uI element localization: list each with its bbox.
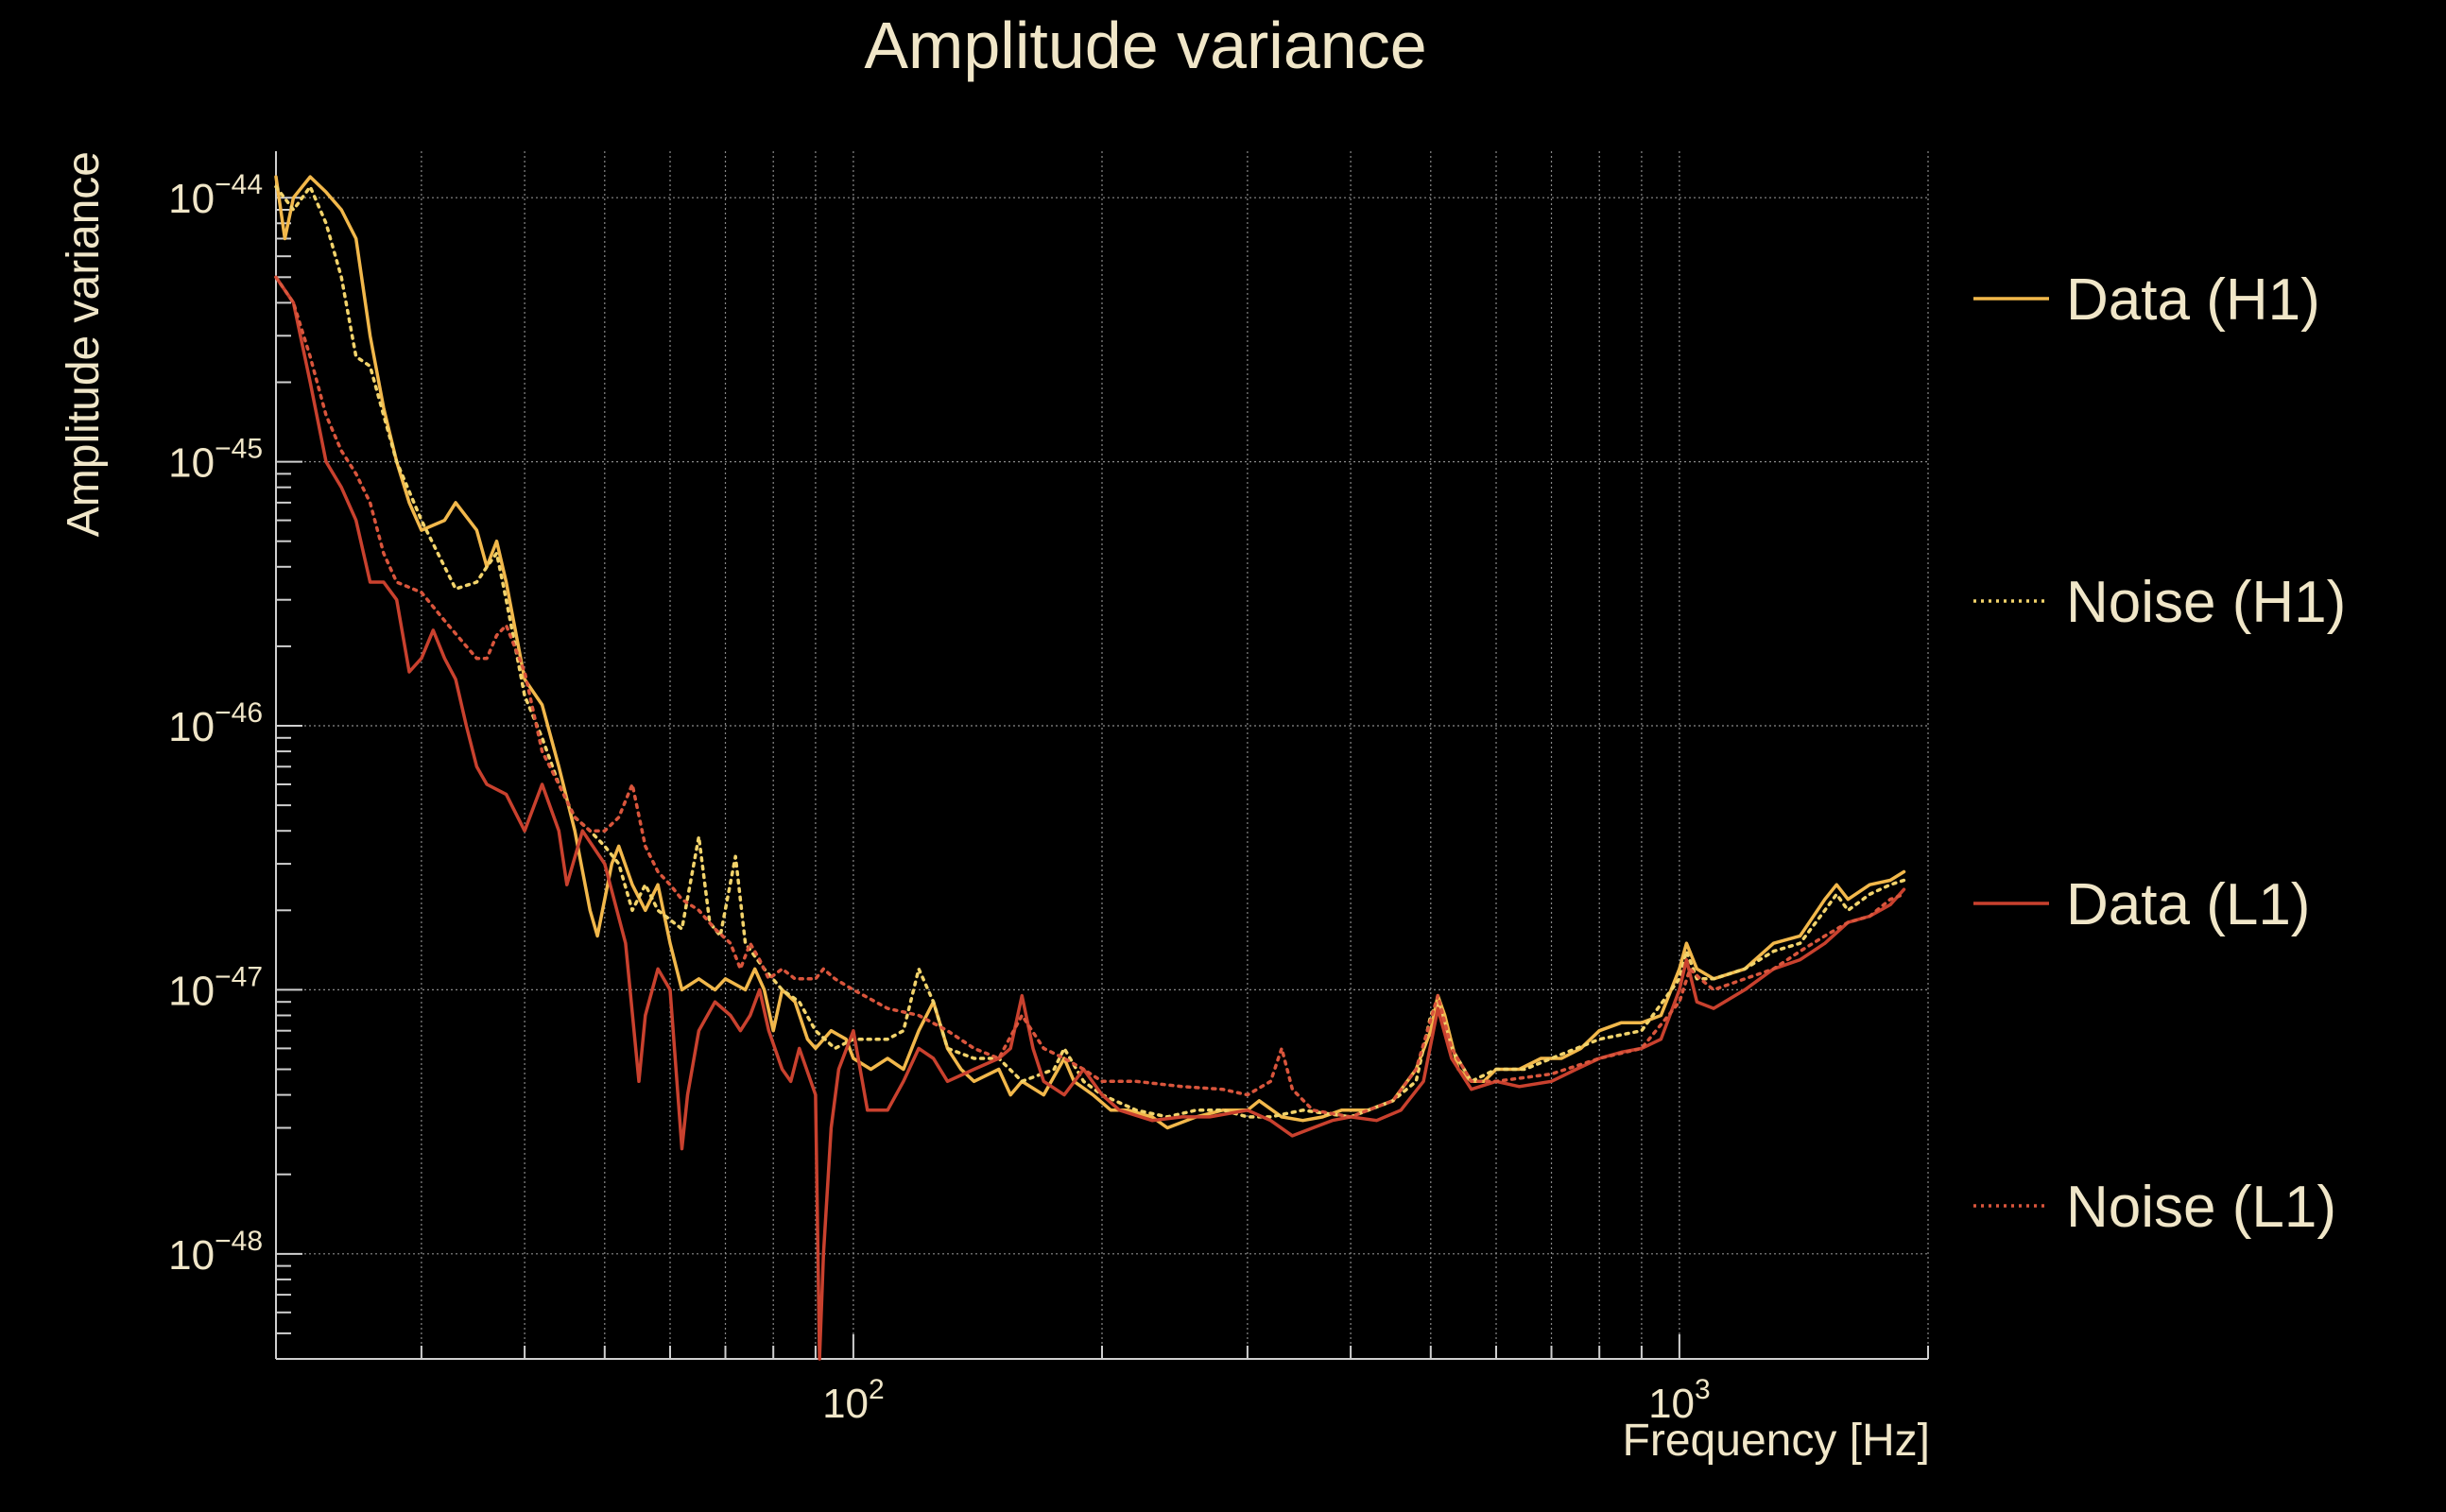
y-tick-label: 10−47: [168, 961, 263, 1014]
series-line-2: [274, 184, 1906, 1119]
y-tick-label: 10−44: [168, 169, 263, 222]
series-layer: [274, 175, 1906, 1361]
legend-label: Data (H1): [2066, 267, 2320, 333]
y-axis-label: Amplitude variance: [59, 151, 109, 537]
legend-label: Data (L1): [2066, 872, 2310, 937]
legend: Data (H1) Noise (H1) Data (L1) Noise (L1): [1973, 267, 2346, 1240]
series-line-4: [274, 275, 1906, 1119]
chart-title: Amplitude variance: [864, 9, 1426, 82]
x-tick-label: 102: [822, 1374, 885, 1427]
y-tick-label: 10−45: [168, 434, 263, 487]
legend-label: Noise (L1): [2066, 1175, 2336, 1240]
y-tick-label: 10−46: [168, 697, 263, 750]
x-tick-label: 103: [1648, 1374, 1711, 1427]
series-line-3: [274, 275, 1906, 1361]
legend-label: Noise (H1): [2066, 570, 2346, 635]
series-line-1: [274, 175, 1906, 1130]
x-axis-label: Frequency [Hz]: [1623, 1416, 1930, 1466]
y-tick-label: 10−48: [168, 1226, 263, 1279]
grid: [275, 151, 1929, 1359]
axes: 102 103 10−44 10−45 10−46 10−47 10−48: [168, 151, 1929, 1427]
